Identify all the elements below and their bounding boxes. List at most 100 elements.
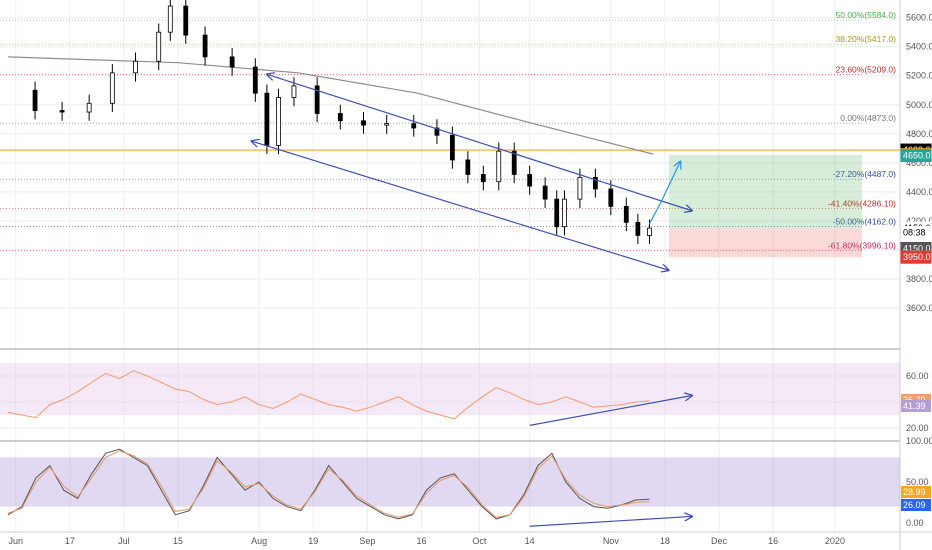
price-tag xyxy=(900,250,932,264)
y-tick-label: 5400.0 xyxy=(906,42,932,52)
moving-average-line xyxy=(7,56,654,155)
y-tick-label: 3800.0 xyxy=(906,274,932,284)
stochastic-value-tag xyxy=(901,499,931,511)
x-tick-label: Jun xyxy=(8,536,23,546)
x-tick-label: Nov xyxy=(603,536,620,546)
rsi-line xyxy=(7,370,650,420)
candle-body xyxy=(32,89,38,111)
price-tag xyxy=(900,226,932,240)
fib-level-label: -41.40%(4286.10) xyxy=(828,198,896,208)
candle-body xyxy=(411,123,417,129)
stochastic-panel[interactable] xyxy=(0,448,900,527)
stochastic-line xyxy=(7,450,650,518)
candle-body xyxy=(337,113,343,122)
candle-body xyxy=(623,205,629,223)
candle-body xyxy=(527,174,533,187)
x-tick-label: 17 xyxy=(65,536,75,546)
stochastic-divergence-line xyxy=(529,516,692,527)
price-tag-label: 4650.0 xyxy=(903,151,931,161)
fib-level-label: 23.60%(5209.0) xyxy=(836,64,897,74)
stochastic-value-label: 26.09 xyxy=(903,500,926,510)
candle-body xyxy=(86,102,92,113)
rsi-band xyxy=(0,363,900,415)
y-tick-label: 5200.0 xyxy=(906,71,932,81)
candle-body xyxy=(608,188,614,207)
x-tick-label: 19 xyxy=(308,536,318,546)
fib-level-label: 38.20%(5417.0) xyxy=(836,34,897,44)
grid xyxy=(0,0,900,532)
stochastic-tick-label: 100.00 xyxy=(906,436,932,446)
candle-body xyxy=(109,72,115,104)
x-tick-label: Aug xyxy=(251,536,267,546)
fib-level-label: -61.80%(3996.10) xyxy=(828,241,896,251)
candle-body xyxy=(183,5,189,36)
fib-level-label: 50.00%(5584.0) xyxy=(836,10,897,20)
candle-body xyxy=(384,123,390,126)
rsi-tick-label: 60.00 xyxy=(906,371,929,381)
y-tick-label: 5000.0 xyxy=(906,100,932,110)
candle-body xyxy=(291,85,297,98)
fib-level-label: 0.00%(4873.0) xyxy=(840,113,896,123)
projection-path xyxy=(648,161,680,225)
candle-body xyxy=(647,227,652,236)
fib-level-label: -27.20%(4487.0) xyxy=(833,169,896,179)
stop-zone xyxy=(668,228,862,258)
rsi-value-tag xyxy=(901,400,931,412)
candle-body xyxy=(496,150,502,183)
price-tag xyxy=(900,149,932,163)
stochastic-tick-label: 0.00 xyxy=(906,518,924,528)
candle-body xyxy=(276,97,281,146)
y-tick-label: 4200.0 xyxy=(906,216,932,226)
price-tag-label: 3950.0 xyxy=(903,252,931,262)
price-tag-label: 08:38 xyxy=(903,228,926,238)
fib-level-label: -50.00%(4162.0) xyxy=(833,216,896,226)
x-tick-label: Dec xyxy=(711,536,728,546)
x-tick-label: Oct xyxy=(472,536,487,546)
x-tick-label: 14 xyxy=(525,536,535,546)
candle-body xyxy=(480,174,486,183)
candle-body xyxy=(59,110,65,113)
stochastic-line xyxy=(7,448,650,520)
target-zone xyxy=(668,154,862,229)
rsi-panel[interactable] xyxy=(0,363,900,426)
y-tick-label: 4600.0 xyxy=(906,158,932,168)
price-tag-label: 4150.0 xyxy=(903,243,931,253)
y-tick-label: 5600.0 xyxy=(906,13,932,23)
rsi-value-label: 41.39 xyxy=(903,401,926,411)
x-tick-label: 2020 xyxy=(825,536,845,546)
channel-line-lower xyxy=(251,141,668,270)
candle-body xyxy=(361,120,366,126)
stochastic-tick-label: 50.00 xyxy=(906,477,929,487)
stochastic-value-tag xyxy=(901,486,931,498)
candle-body xyxy=(562,198,567,228)
rsi-divergence-line xyxy=(529,396,692,426)
rsi-tick-label: 20.00 xyxy=(906,423,929,433)
candle-body xyxy=(554,198,560,228)
y-tick-label: 4400.0 xyxy=(906,187,932,197)
y-tick-label: 4800.0 xyxy=(906,129,932,139)
candle-body xyxy=(133,60,138,74)
candle-body xyxy=(167,5,173,33)
candle-body xyxy=(156,31,162,62)
x-tick-label: Jul xyxy=(118,536,130,546)
price-panel[interactable]: 50.00%(5584.0) 38.20%(5417.0) 23.60%(5209.… xyxy=(0,0,900,270)
x-tick-label: 16 xyxy=(416,536,426,546)
x-tick-label: 16 xyxy=(768,536,778,546)
candle-body xyxy=(252,66,258,94)
candle-body xyxy=(264,92,270,146)
stochastic-band xyxy=(0,457,900,507)
stochastic-value-label: 28.99 xyxy=(903,487,926,497)
candle-body xyxy=(542,185,548,200)
axes: Jun 17 Jul 15 Aug 19 Sep 16 Oct 14 Nov 18 Dec 16 2020 3… xyxy=(8,13,932,546)
candle-body xyxy=(449,134,455,161)
x-tick-label: 18 xyxy=(660,536,670,546)
candle-body xyxy=(577,176,583,200)
candle-body xyxy=(635,221,641,236)
candle-body xyxy=(229,56,235,68)
candle-body xyxy=(202,34,208,58)
candle-body xyxy=(465,159,471,175)
x-tick-label: 15 xyxy=(173,536,183,546)
x-tick-label: Sep xyxy=(359,536,375,546)
y-tick-label: 3600.0 xyxy=(906,303,932,313)
